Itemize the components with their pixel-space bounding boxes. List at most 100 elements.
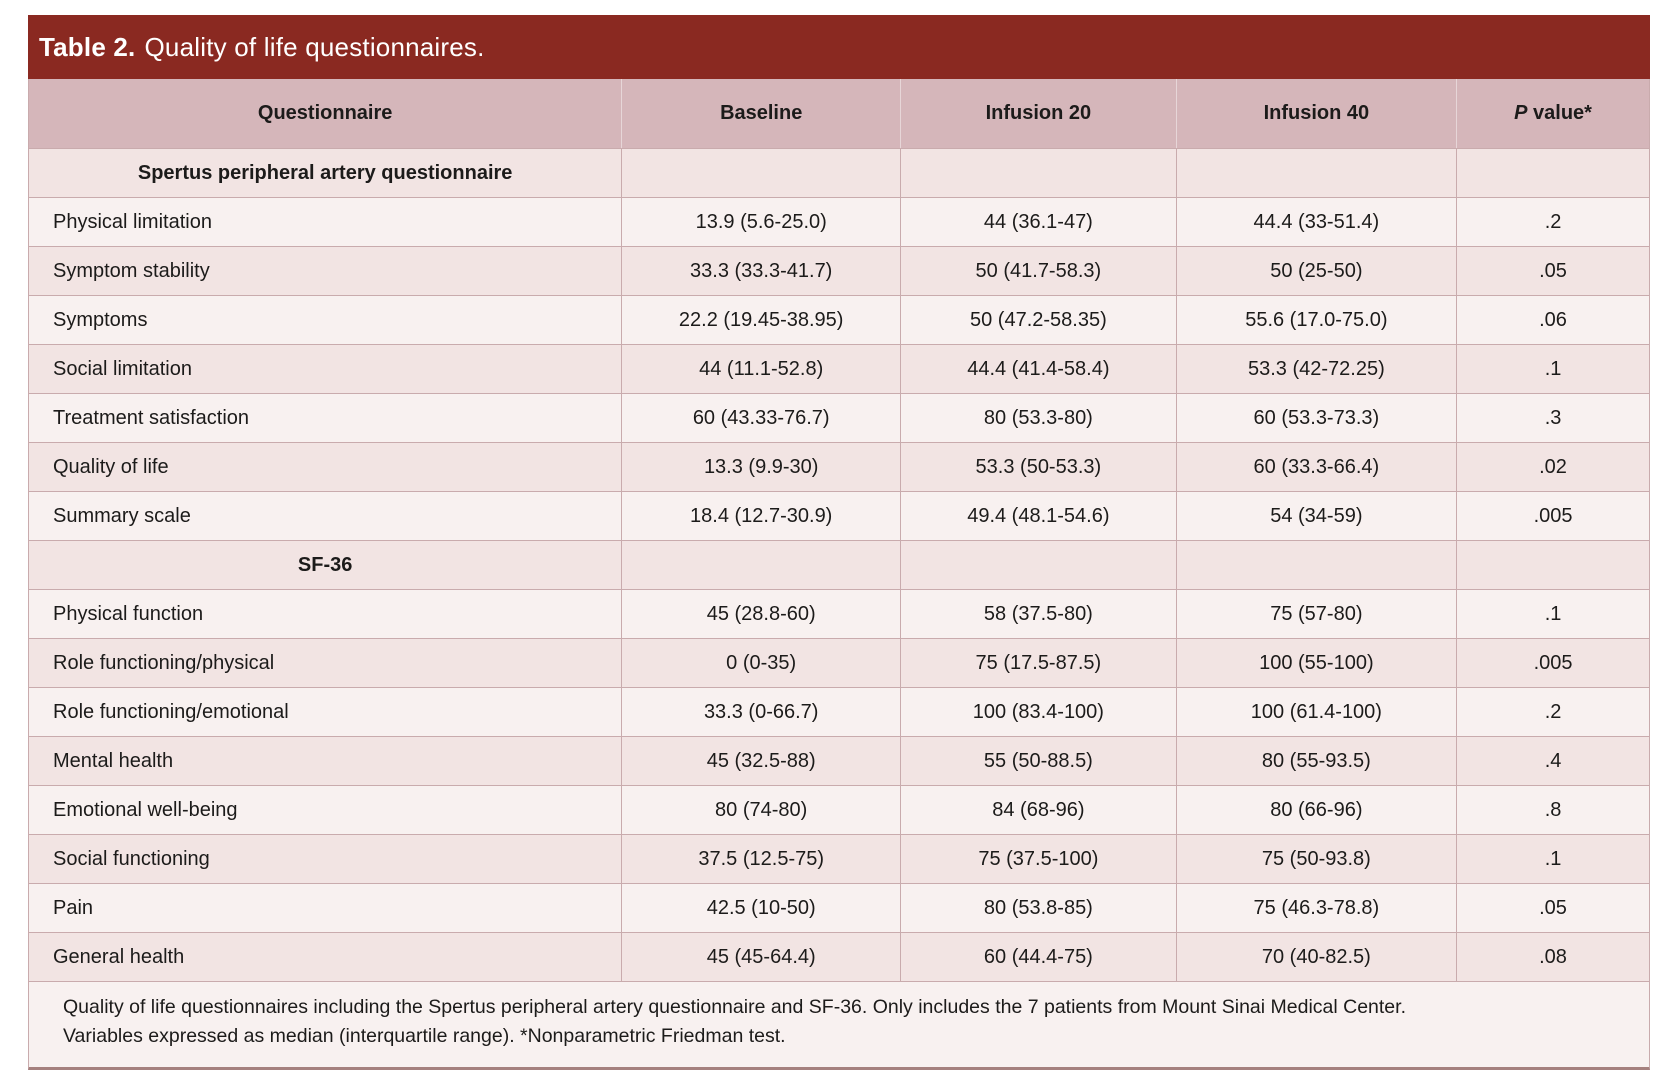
infusion-20-cell: 55 (50-88.5) — [900, 736, 1177, 786]
infusion-40-cell: 70 (40-82.5) — [1176, 932, 1458, 982]
table-row: Summary scale 18.4 (12.7-30.9) 49.4 (48.1-… — [28, 491, 1650, 541]
baseline-cell: 22.2 (19.45-38.95) — [621, 295, 902, 345]
empty-cell — [1176, 540, 1458, 590]
empty-cell — [621, 540, 902, 590]
table-row: Social limitation 44 (11.1-52.8) 44.4 (41.… — [28, 344, 1650, 394]
row-label-cell: Social functioning — [28, 834, 623, 884]
table-row: Pain 42.5 (10-50) 80 (53.8-85) 75 (46.3-78.… — [28, 883, 1650, 933]
footnote-line: Quality of life questionnaires including… — [63, 996, 1406, 1018]
table-row: Role functioning/emotional 33.3 (0-66.7) 1… — [28, 687, 1650, 737]
p-value-cell: .8 — [1456, 785, 1650, 835]
column-header-baseline: Baseline — [621, 79, 902, 149]
infusion-40-cell: 50 (25-50) — [1176, 246, 1458, 296]
table-row: Physical limitation 13.9 (5.6-25.0) 44 (36… — [28, 197, 1650, 247]
infusion-20-cell: 84 (68-96) — [900, 785, 1177, 835]
table-title-bar: Table 2. Quality of life questionnaires. — [28, 15, 1650, 79]
infusion-40-cell: 75 (57-80) — [1176, 589, 1458, 639]
p-value-cell: .1 — [1456, 344, 1650, 394]
baseline-cell: 60 (43.33-76.7) — [621, 393, 902, 443]
infusion-20-cell: 58 (37.5-80) — [900, 589, 1177, 639]
baseline-cell: 45 (28.8-60) — [621, 589, 902, 639]
table-body: Spertus peripheral artery questionnaire P… — [28, 148, 1650, 982]
infusion-40-cell: 75 (46.3-78.8) — [1176, 883, 1458, 933]
infusion-20-cell: 44.4 (41.4-58.4) — [900, 344, 1177, 394]
p-value-italic-p: P — [1514, 102, 1528, 124]
table-row: Physical function 45 (28.8-60) 58 (37.5-80… — [28, 589, 1650, 639]
column-header-row: Questionnaire Baseline Infusion 20 Infus… — [28, 79, 1650, 149]
p-value-rest: value* — [1527, 102, 1592, 124]
table-title-text: Quality of life questionnaires. — [144, 31, 485, 62]
infusion-20-cell: 44 (36.1-47) — [900, 197, 1177, 247]
row-label-cell: Physical function — [28, 589, 623, 639]
baseline-cell: 80 (74-80) — [621, 785, 902, 835]
row-label-cell: Mental health — [28, 736, 623, 786]
column-header-infusion-20: Infusion 20 — [900, 79, 1177, 149]
infusion-40-cell: 80 (66-96) — [1176, 785, 1458, 835]
infusion-20-cell: 50 (47.2-58.35) — [900, 295, 1177, 345]
row-label-cell: Emotional well-being — [28, 785, 623, 835]
p-value-cell: .05 — [1456, 246, 1650, 296]
infusion-20-cell: 53.3 (50-53.3) — [900, 442, 1177, 492]
table-row: Mental health 45 (32.5-88) 55 (50-88.5) 80 … — [28, 736, 1650, 786]
row-label-cell: Symptom stability — [28, 246, 623, 296]
column-header-questionnaire: Questionnaire — [28, 79, 623, 149]
infusion-40-cell: 55.6 (17.0-75.0) — [1176, 295, 1458, 345]
infusion-40-cell: 80 (55-93.5) — [1176, 736, 1458, 786]
infusion-20-cell: 80 (53.3-80) — [900, 393, 1177, 443]
section-header-label: Spertus peripheral artery questionnaire — [28, 148, 623, 198]
table-number-label: Table 2. — [39, 31, 136, 62]
infusion-40-cell: 60 (53.3-73.3) — [1176, 393, 1458, 443]
infusion-40-cell: 53.3 (42-72.25) — [1176, 344, 1458, 394]
baseline-cell: 44 (11.1-52.8) — [621, 344, 902, 394]
p-value-cell: .2 — [1456, 197, 1650, 247]
table-row: Symptom stability 33.3 (33.3-41.7) 50 (41.… — [28, 246, 1650, 296]
column-header-infusion-40: Infusion 40 — [1176, 79, 1458, 149]
infusion-20-cell: 80 (53.8-85) — [900, 883, 1177, 933]
baseline-cell: 45 (32.5-88) — [621, 736, 902, 786]
baseline-cell: 37.5 (12.5-75) — [621, 834, 902, 884]
table-row: Treatment satisfaction 60 (43.33-76.7) 80 … — [28, 393, 1650, 443]
baseline-cell: 45 (45-64.4) — [621, 932, 902, 982]
table-footnote: Quality of life questionnaires including… — [28, 982, 1650, 1070]
baseline-cell: 33.3 (33.3-41.7) — [621, 246, 902, 296]
table-row: Quality of life 13.3 (9.9-30) 53.3 (50-53.… — [28, 442, 1650, 492]
row-label-cell: Pain — [28, 883, 623, 933]
row-label-cell: Role functioning/physical — [28, 638, 623, 688]
row-label-cell: Social limitation — [28, 344, 623, 394]
baseline-cell: 13.9 (5.6-25.0) — [621, 197, 902, 247]
table-row: Social functioning 37.5 (12.5-75) 75 (37.5… — [28, 834, 1650, 884]
section-header-row: SF-36 — [28, 540, 1650, 590]
empty-cell — [621, 148, 902, 198]
row-label-cell: Quality of life — [28, 442, 623, 492]
row-label-cell: Symptoms — [28, 295, 623, 345]
infusion-20-cell: 60 (44.4-75) — [900, 932, 1177, 982]
p-value-cell: .3 — [1456, 393, 1650, 443]
footnote-line: Variables expressed as median (interquar… — [63, 1025, 786, 1048]
empty-cell — [1456, 540, 1650, 590]
section-header-label: SF-36 — [28, 540, 623, 590]
p-value-cell: .05 — [1456, 883, 1650, 933]
infusion-40-cell: 100 (55-100) — [1176, 638, 1458, 688]
infusion-40-cell: 100 (61.4-100) — [1176, 687, 1458, 737]
p-value-cell: .2 — [1456, 687, 1650, 737]
row-label-cell: Summary scale — [28, 491, 623, 541]
infusion-20-cell: 75 (37.5-100) — [900, 834, 1177, 884]
infusion-40-cell: 54 (34-59) — [1176, 491, 1458, 541]
row-label-cell: Role functioning/emotional — [28, 687, 623, 737]
infusion-40-cell: 75 (50-93.8) — [1176, 834, 1458, 884]
infusion-40-cell: 44.4 (33-51.4) — [1176, 197, 1458, 247]
p-value-cell: .4 — [1456, 736, 1650, 786]
infusion-20-cell: 49.4 (48.1-54.6) — [900, 491, 1177, 541]
empty-cell — [900, 540, 1177, 590]
row-label-cell: Physical limitation — [28, 197, 623, 247]
infusion-20-cell: 100 (83.4-100) — [900, 687, 1177, 737]
baseline-cell: 13.3 (9.9-30) — [621, 442, 902, 492]
baseline-cell: 0 (0-35) — [621, 638, 902, 688]
p-value-cell: .005 — [1456, 638, 1650, 688]
p-value-cell: .1 — [1456, 589, 1650, 639]
infusion-40-cell: 60 (33.3-66.4) — [1176, 442, 1458, 492]
infusion-20-cell: 75 (17.5-87.5) — [900, 638, 1177, 688]
table-row: Role functioning/physical 0 (0-35) 75 (17.… — [28, 638, 1650, 688]
table-card: Table 2. Quality of life questionnaires.… — [28, 15, 1650, 1070]
